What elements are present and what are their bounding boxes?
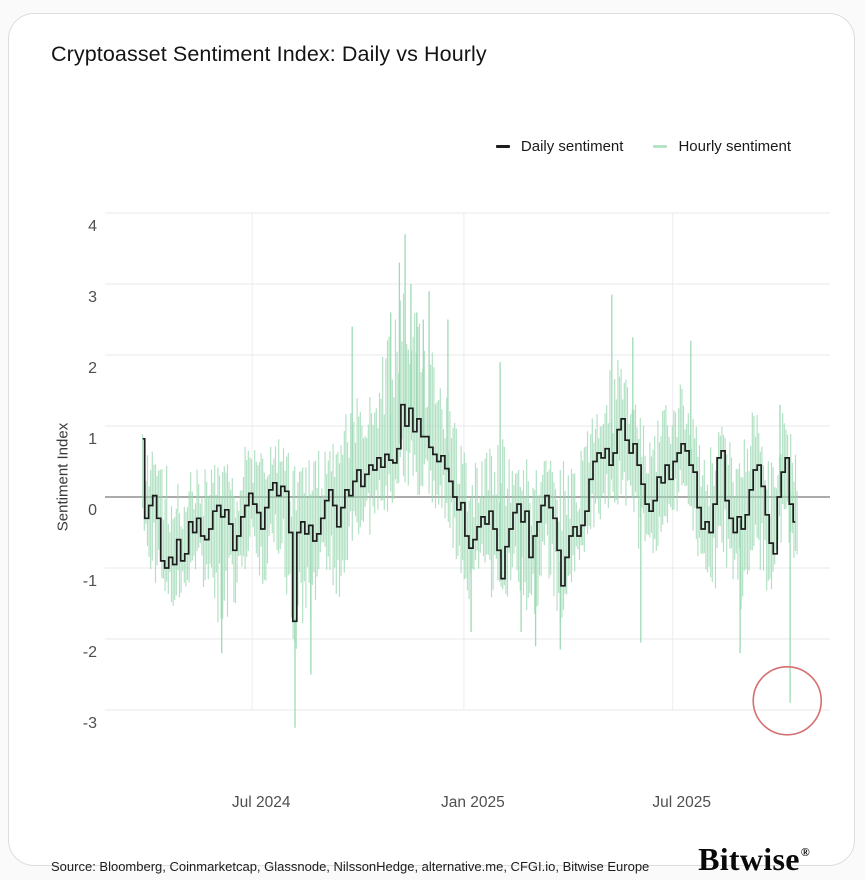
hourly-line-swatch-icon	[653, 145, 668, 148]
x-tick-label: Jul 2024	[231, 794, 291, 811]
y-tick-label: 1	[88, 431, 97, 448]
chart-card: Cryptoasset Sentiment Index: Daily vs Ho…	[8, 13, 855, 877]
y-tick-label: -2	[82, 644, 97, 661]
x-tick-label: Jan 2025	[440, 794, 505, 811]
hourly-sentiment-series	[142, 293, 798, 649]
legend-item-daily: Daily sentiment	[495, 138, 624, 155]
legend: Daily sentiment Hourly sentiment	[495, 138, 791, 155]
legend-item-hourly: Hourly sentiment	[653, 138, 791, 155]
y-tick-label: 3	[88, 289, 97, 306]
bitwise-logo: Bitwise®	[698, 841, 810, 877]
daily-line-swatch-icon	[495, 145, 510, 148]
x-tick-label: Jul 2025	[652, 794, 711, 811]
y-tick-label: -1	[82, 573, 97, 590]
y-tick-label: 4	[88, 218, 97, 235]
legend-label-daily: Daily sentiment	[520, 138, 624, 155]
registered-mark: ®	[800, 845, 810, 859]
y-tick-label: 0	[88, 502, 97, 519]
y-tick-label: 2	[88, 360, 97, 377]
daily-sentiment-series	[142, 403, 796, 623]
page-title: Cryptoasset Sentiment Index: Daily vs Ho…	[51, 42, 487, 66]
y-tick-label: -3	[82, 715, 97, 732]
source-caption: Source: Bloomberg, Coinmarketcap, Glassn…	[51, 859, 650, 874]
annotation-circle	[752, 665, 823, 736]
legend-label-hourly: Hourly sentiment	[678, 138, 791, 155]
hourly-sentiment-spikes	[221, 234, 791, 728]
